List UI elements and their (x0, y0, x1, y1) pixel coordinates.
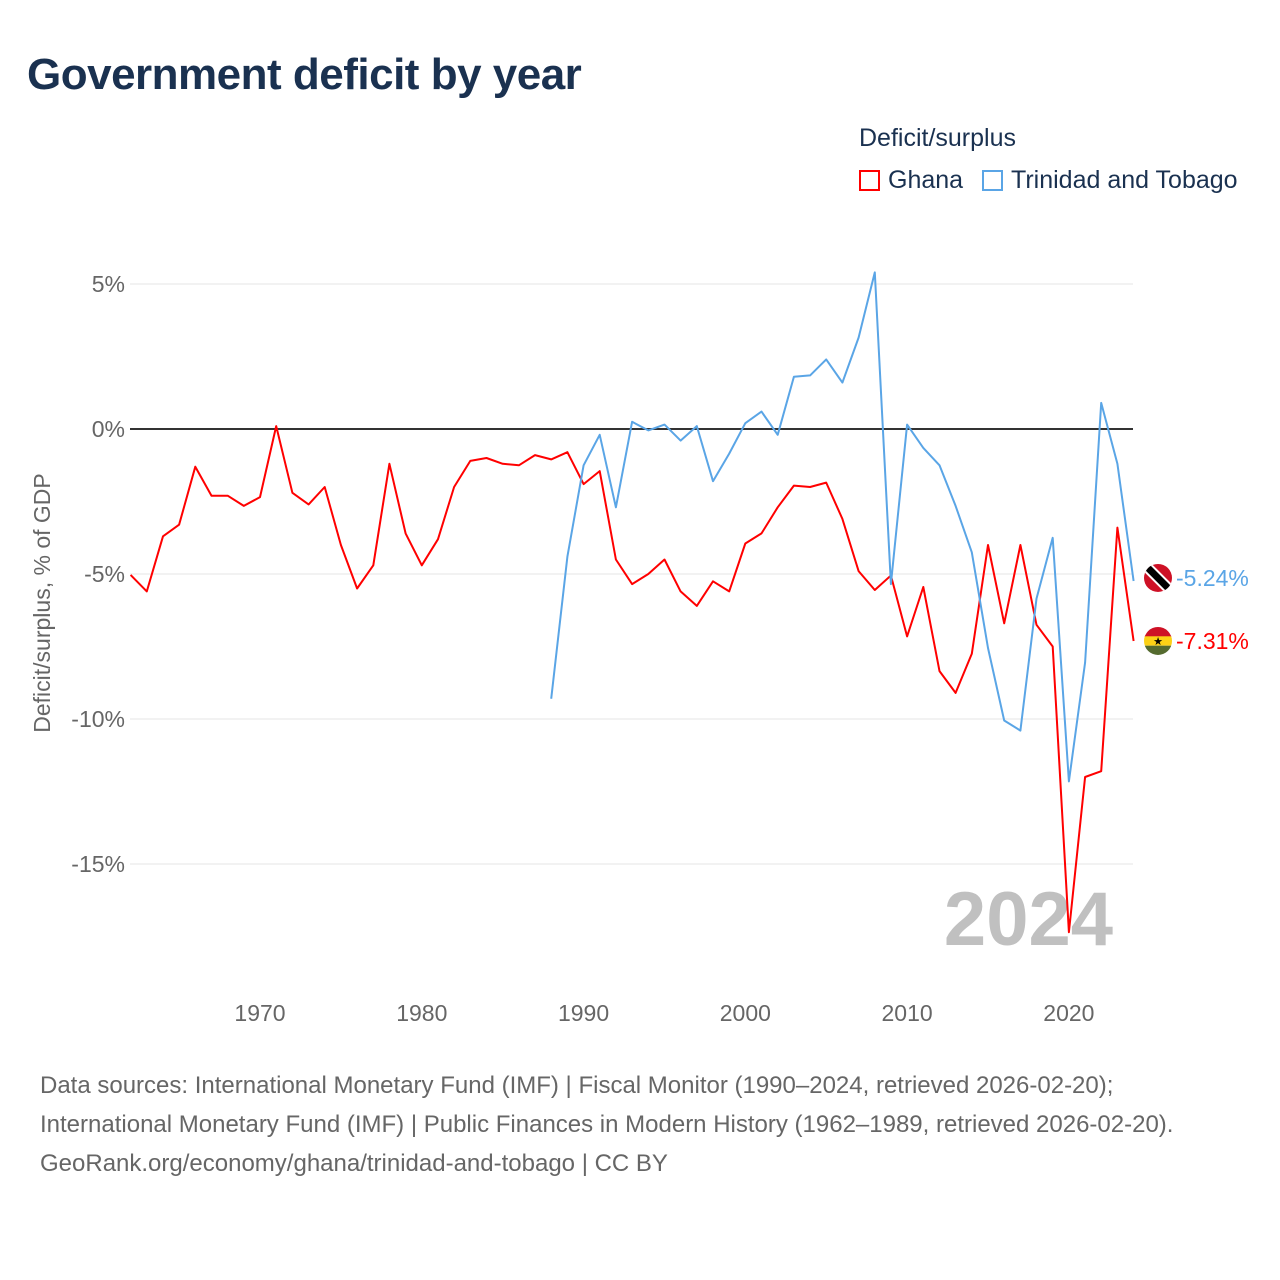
y-tick-label: -15% (71, 851, 125, 877)
data-sources: Data sources: International Monetary Fun… (40, 1072, 1174, 1138)
legend-label: Ghana (888, 166, 964, 194)
stripe (1144, 626, 1172, 637)
year-watermark: 2024 (944, 877, 1113, 962)
stripe (1144, 636, 1172, 646)
x-tick-label: 2000 (720, 1000, 771, 1026)
series-line-ghana (129, 425, 1135, 934)
stripe (1144, 645, 1172, 655)
x-tick-label: 1980 (396, 1000, 447, 1026)
y-tick-label: -5% (84, 561, 125, 587)
flag (1144, 563, 1172, 592)
footer: Data sources: International Monetary Fun… (40, 1066, 1240, 1183)
end-value-label: -5.24% (1176, 565, 1249, 591)
legend-title: Deficit/surplus (859, 124, 1016, 152)
ghana-flag-icon: ★ (1144, 626, 1172, 655)
legend-swatch-trinidad (982, 170, 1003, 191)
legend-item-ghana[interactable]: Ghana (859, 166, 963, 195)
series-line-trinidad (550, 271, 1135, 783)
y-tick-label: -10% (71, 706, 125, 732)
legend-item-trinidad[interactable]: Trinidad and Tobago (982, 166, 1238, 195)
y-tick-label: 0% (92, 416, 125, 442)
chart-title: Government deficit by year (27, 50, 582, 99)
y-axis-label: Deficit/surplus, % of GDP (29, 473, 55, 732)
y-tick-label: 5% (92, 271, 125, 297)
legend-swatch-ghana (859, 170, 880, 191)
trinidad-flag-icon (1144, 563, 1172, 592)
legend-label: Trinidad and Tobago (1011, 166, 1238, 194)
line-chart: 5%0%-5%-10%-15%1970 1980 1990 2000 2010 2020 … (29, 271, 1249, 1026)
star-icon: ★ (1153, 636, 1163, 648)
x-tick-label: 2020 (1043, 1000, 1094, 1026)
credit-link[interactable]: GeoRank.org/economy/ghana/trinidad-and-t… (40, 1150, 668, 1177)
flag: ★ (1144, 626, 1172, 655)
x-tick-label: 1990 (558, 1000, 609, 1026)
x-tick-label: 2010 (882, 1000, 933, 1026)
x-tick-label: 1970 (234, 1000, 285, 1026)
end-value-label: -7.31% (1176, 628, 1249, 654)
